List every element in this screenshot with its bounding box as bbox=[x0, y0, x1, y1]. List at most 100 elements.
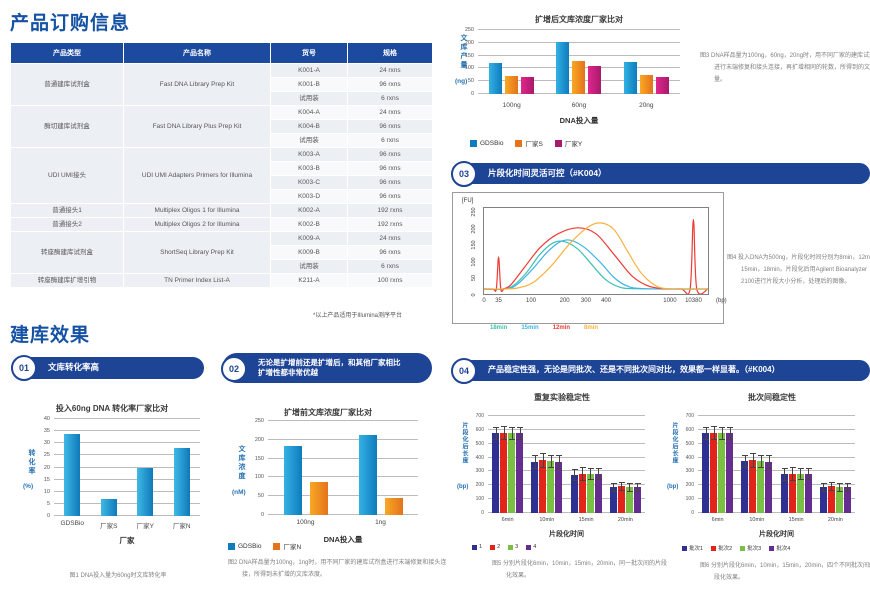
table-row: K003-C 96 rxns bbox=[11, 176, 432, 189]
ytick: 600 bbox=[475, 426, 484, 433]
barwrap bbox=[609, 416, 617, 513]
bar bbox=[702, 433, 710, 513]
y-tick: 150 bbox=[471, 240, 477, 250]
bar bbox=[827, 486, 835, 513]
table-cell: 24 rxns bbox=[348, 64, 432, 77]
legend-swatch bbox=[711, 545, 717, 551]
legend-swatch bbox=[508, 544, 514, 550]
gridline bbox=[488, 498, 645, 500]
x-axis-label: DNA投入量 bbox=[323, 535, 363, 544]
x-axis-label: 片段化时间 bbox=[759, 531, 794, 538]
gridline bbox=[698, 415, 855, 416]
pill-04-label: 产品稳定性强，无论是同批次、还是不同批次间对比，效果都一样显著。（#K004） bbox=[488, 365, 780, 375]
ytick: 200 bbox=[685, 482, 694, 489]
chart-legend: 批次1 批次2 批次3 批次4 bbox=[682, 544, 798, 552]
barwrap bbox=[547, 416, 555, 513]
error-bar bbox=[820, 483, 827, 492]
barwrap bbox=[505, 30, 519, 94]
ytick: 50 bbox=[467, 78, 474, 85]
legend-item: GDSBio bbox=[228, 542, 261, 550]
table-cell: Multiplex Oligos 1 for Illumina bbox=[124, 204, 270, 217]
table-row: 转座酶建库试剂盒 ShortSeq Library Prep Kit K009-A 2… bbox=[11, 232, 432, 273]
barwrap bbox=[358, 421, 377, 515]
gridline bbox=[268, 438, 418, 440]
table-cell: 96 rxns bbox=[348, 162, 432, 175]
bar bbox=[578, 473, 586, 513]
ytick: 50 bbox=[257, 493, 264, 500]
barwrap bbox=[625, 416, 633, 513]
xcat: 1ng bbox=[375, 519, 386, 526]
barwrap bbox=[588, 30, 602, 94]
barwrap bbox=[384, 421, 403, 515]
legend-label: 12min bbox=[552, 325, 571, 331]
ytick: 300 bbox=[475, 468, 484, 475]
xcat: 10min bbox=[539, 517, 555, 523]
bar bbox=[137, 467, 154, 516]
barwrap bbox=[173, 419, 190, 516]
ytick: 150 bbox=[464, 52, 474, 59]
gridline bbox=[54, 418, 200, 419]
table-cell: 6 rxns bbox=[348, 92, 432, 105]
bargroup bbox=[164, 419, 201, 516]
table-cell: ShortSeq Library Prep Kit bbox=[124, 232, 270, 273]
y-axis-unit: (bp) bbox=[667, 484, 679, 490]
barwrap bbox=[726, 416, 734, 513]
xcat: 100ng bbox=[296, 519, 315, 526]
chart-legend: 1 2 3 4 bbox=[472, 544, 544, 550]
plot-area: 0 50 100 150 200 250 bbox=[255, 418, 418, 518]
bar bbox=[625, 487, 633, 513]
table-cell: Multiplex Oligos 2 for Illumina bbox=[124, 218, 270, 231]
ytick: 200 bbox=[254, 436, 264, 443]
gridline bbox=[478, 41, 680, 43]
ytick: 100 bbox=[475, 496, 484, 503]
gridline bbox=[698, 498, 855, 500]
bar bbox=[835, 487, 843, 513]
error-bar bbox=[719, 427, 726, 441]
bar bbox=[547, 461, 555, 513]
xcat: 15min bbox=[578, 517, 594, 523]
bargroup bbox=[737, 416, 776, 513]
y-axis-unit: (nM) bbox=[232, 489, 246, 496]
xcat: 20ng bbox=[639, 102, 654, 109]
table-cell: Fast DNA Library Prep Kit bbox=[124, 64, 270, 105]
bar bbox=[384, 497, 403, 515]
legend-item: 厂家Y bbox=[554, 138, 582, 148]
pill-02: 02 无论是扩增前还是扩增后，和其他厂家相比 扩增性都非常优越 bbox=[221, 353, 432, 383]
ytick: 20 bbox=[43, 464, 50, 471]
error-bar bbox=[587, 467, 594, 481]
x-categories: 100ng 60ng 20ng bbox=[478, 102, 680, 109]
legend-item: 1 bbox=[472, 544, 482, 550]
x-tick: 0 bbox=[482, 298, 486, 304]
ytick: 5 bbox=[46, 500, 50, 507]
chart-title: 批次间稳定性 bbox=[748, 393, 796, 402]
chart-post-amp-concentration: 扩增后文库浓度厂家比对 文库产量 (ng) 0 50 100 150 200 250 10… bbox=[448, 6, 740, 156]
barwrap bbox=[757, 416, 765, 513]
table-row: 普通接头2 Multiplex Oligos 2 for Illumina K002… bbox=[11, 218, 432, 231]
ytick: 25 bbox=[43, 452, 50, 459]
y-axis-label: 文库浓度 bbox=[238, 445, 245, 481]
bar bbox=[843, 487, 851, 513]
legend-swatch bbox=[554, 139, 562, 147]
y-tick: 200 bbox=[471, 224, 477, 234]
y-axis-unit: (%) bbox=[23, 483, 34, 490]
table-footnote: *以上产品适用于Illumina测序平台 bbox=[312, 313, 402, 319]
table-cell: K003-B bbox=[271, 162, 347, 175]
gridline bbox=[698, 442, 855, 444]
bar bbox=[710, 432, 718, 513]
ytick: 100 bbox=[464, 65, 474, 72]
ytick: 200 bbox=[464, 39, 474, 46]
plot-area: 0 100 200 300 400 500 600 700 bbox=[686, 413, 855, 516]
xcat: 厂家N bbox=[172, 523, 191, 530]
bar bbox=[531, 461, 539, 513]
bar bbox=[358, 435, 377, 515]
bar bbox=[489, 63, 503, 94]
gridline bbox=[268, 514, 418, 515]
barwrap bbox=[594, 416, 602, 513]
table-cell: 普通建库试剂盒 bbox=[11, 64, 123, 105]
barwrap bbox=[843, 416, 851, 513]
barwrap bbox=[539, 416, 547, 513]
trace-svg bbox=[484, 218, 708, 294]
gridline bbox=[698, 456, 855, 458]
error-bar bbox=[711, 426, 718, 440]
